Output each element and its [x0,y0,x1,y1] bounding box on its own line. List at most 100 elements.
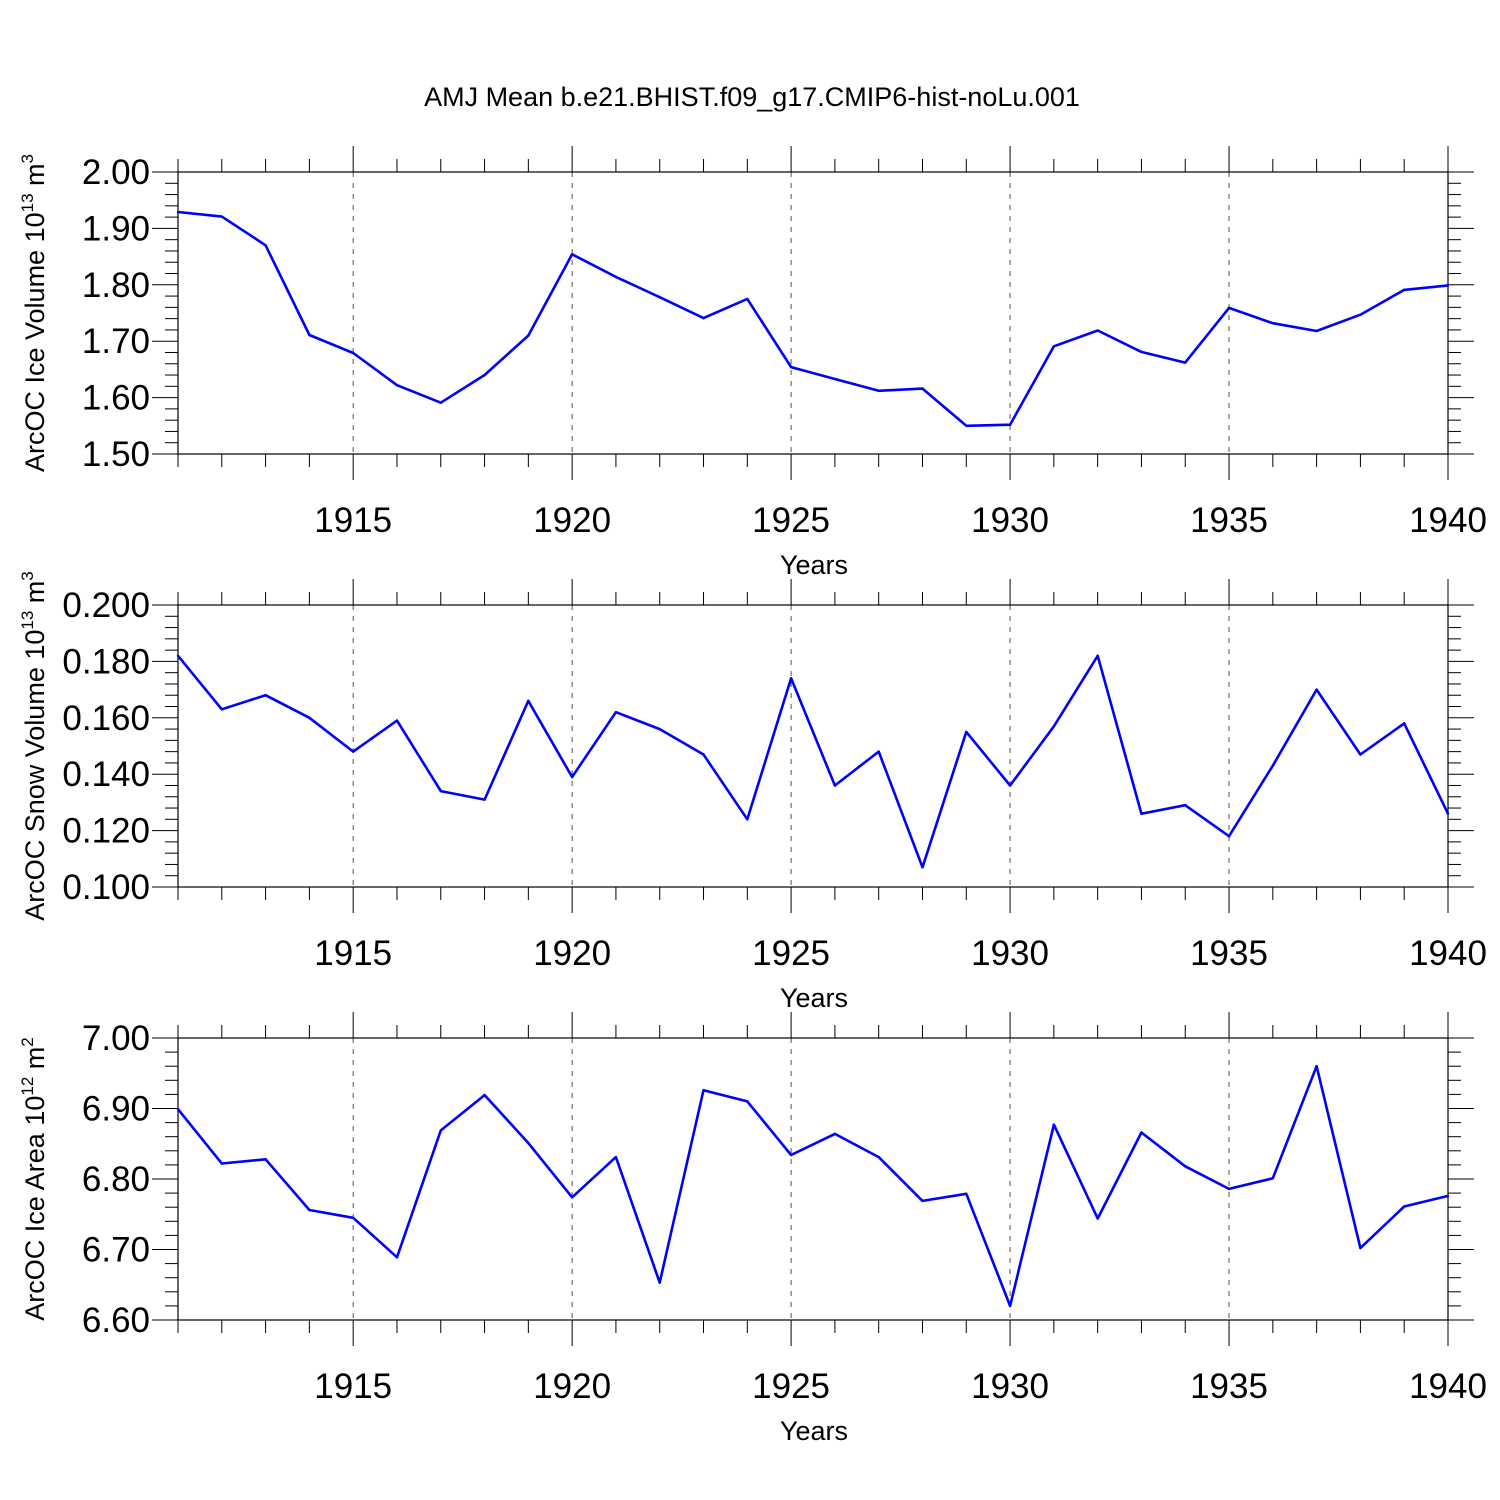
data-point [308,1208,311,1212]
data-point [220,215,223,218]
data-point [1315,688,1318,691]
x-tick-label: 1935 [1190,934,1268,973]
y-axis-label-text: ArcOC Ice Area 10 [20,1096,50,1321]
data-point [702,1088,705,1092]
data-point [1008,784,1012,787]
data-point [658,727,661,731]
data-point [921,387,924,390]
data-point [965,730,968,734]
y-tick-label: 1.90 [82,209,150,248]
data-point [264,1158,267,1161]
y-tick-label: 7.00 [82,1019,150,1058]
data-point [1227,306,1231,310]
figure-title: AMJ Mean b.e21.BHIST.f09_g17.CMIP6-hist-… [424,82,1080,112]
y-axis-label-unit-exponent: 3 [18,154,37,163]
y-axis-label-unit: m [20,1047,50,1077]
data-point [746,1100,749,1103]
y-tick-label: 0.200 [62,586,150,625]
data-point [1359,313,1362,316]
y-tick-label: 6.70 [82,1231,150,1270]
data-point [1052,725,1056,728]
y-tick-label: 1.60 [82,379,150,418]
y-tick-label: 0.140 [62,755,150,794]
x-tick-label: 1915 [314,501,392,540]
data-point [614,1155,618,1159]
y-axis-label: ArcOC Snow Volume 1013 m3 [18,571,50,921]
data-point [1008,423,1012,426]
data-point [1403,1205,1406,1208]
data-point [877,750,880,753]
data-point [1052,1123,1056,1126]
series-line [176,654,1450,869]
data-point [921,1199,924,1203]
y-axis-label-exponent: 13 [18,611,37,630]
data-point [746,297,749,301]
data-point [1359,753,1362,756]
x-tick-label: 1920 [533,501,611,540]
data-point [483,373,486,377]
data-point [1052,345,1056,348]
chart-panel-3: 7.00 6.90 6.80 6.70 6.60 1915 1920 1925 1930 1935… [18,1012,1487,1446]
data-point [1446,812,1450,815]
data-point [395,719,399,722]
x-tick-label: 1935 [1190,1367,1268,1406]
data-point [833,1132,837,1136]
data-point [439,1129,442,1132]
y-axis-label-unit: m [20,581,50,611]
data-point [351,750,355,753]
x-tick-label: 1925 [752,501,830,540]
data-point [877,389,880,393]
data-point [614,275,618,279]
data-point [789,677,793,680]
plot-frame [177,171,1449,455]
data-point [351,1216,355,1219]
data-point [658,296,661,299]
x-tick-label: 1925 [752,934,830,973]
data-point [264,244,267,247]
data-point [1140,350,1143,354]
x-axis-label: Years [780,983,848,1013]
data-point [1403,722,1406,725]
y-tick-label: 6.60 [82,1301,150,1340]
y-tick-label: 2.00 [82,153,150,192]
data-point [570,1196,574,1199]
y-tick-label: 1.50 [82,435,150,474]
series-line [177,210,1449,428]
x-tick-label: 1920 [533,1367,611,1406]
data-point [264,694,267,697]
x-axis-label: Years [780,1416,848,1446]
data-point [877,1155,880,1159]
data-point [483,1093,486,1097]
data-point [1227,1187,1231,1191]
y-axis-label-text: ArcOC Snow Volume 10 [20,630,50,921]
x-tick-label: 1930 [971,934,1049,973]
x-axis-label: Years [780,550,848,580]
data-point [1446,1194,1450,1198]
y-axis-label-text: ArcOC Ice Volume 10 [20,212,50,472]
data-point [1184,1165,1187,1168]
data-point [702,753,705,756]
y-axis-label-exponent: 13 [18,193,37,212]
y-axis-label: ArcOC Ice Area 1012 m2 [18,1037,50,1321]
data-point [746,818,749,821]
data-point [439,401,442,404]
data-point [1184,804,1187,807]
data-point [1271,1177,1275,1180]
data-point [439,789,442,793]
x-tick-label: 1915 [314,1367,392,1406]
data-point [1271,321,1275,325]
data-point [527,1141,530,1145]
y-tick-label: 1.80 [82,266,150,305]
data-point [1446,284,1450,287]
y-tick-label: 0.160 [62,699,150,738]
data-point [1184,361,1187,364]
y-axis-label-unit-exponent: 2 [18,1037,37,1046]
y-tick-label: 0.100 [62,868,150,907]
data-point [1096,654,1099,657]
x-tick-label: 1940 [1409,501,1487,540]
y-tick-label: 0.180 [62,642,150,681]
data-point [1008,1304,1012,1308]
data-point [176,210,180,214]
y-tick-label: 0.120 [62,812,150,851]
y-tick-label: 6.90 [82,1090,150,1129]
